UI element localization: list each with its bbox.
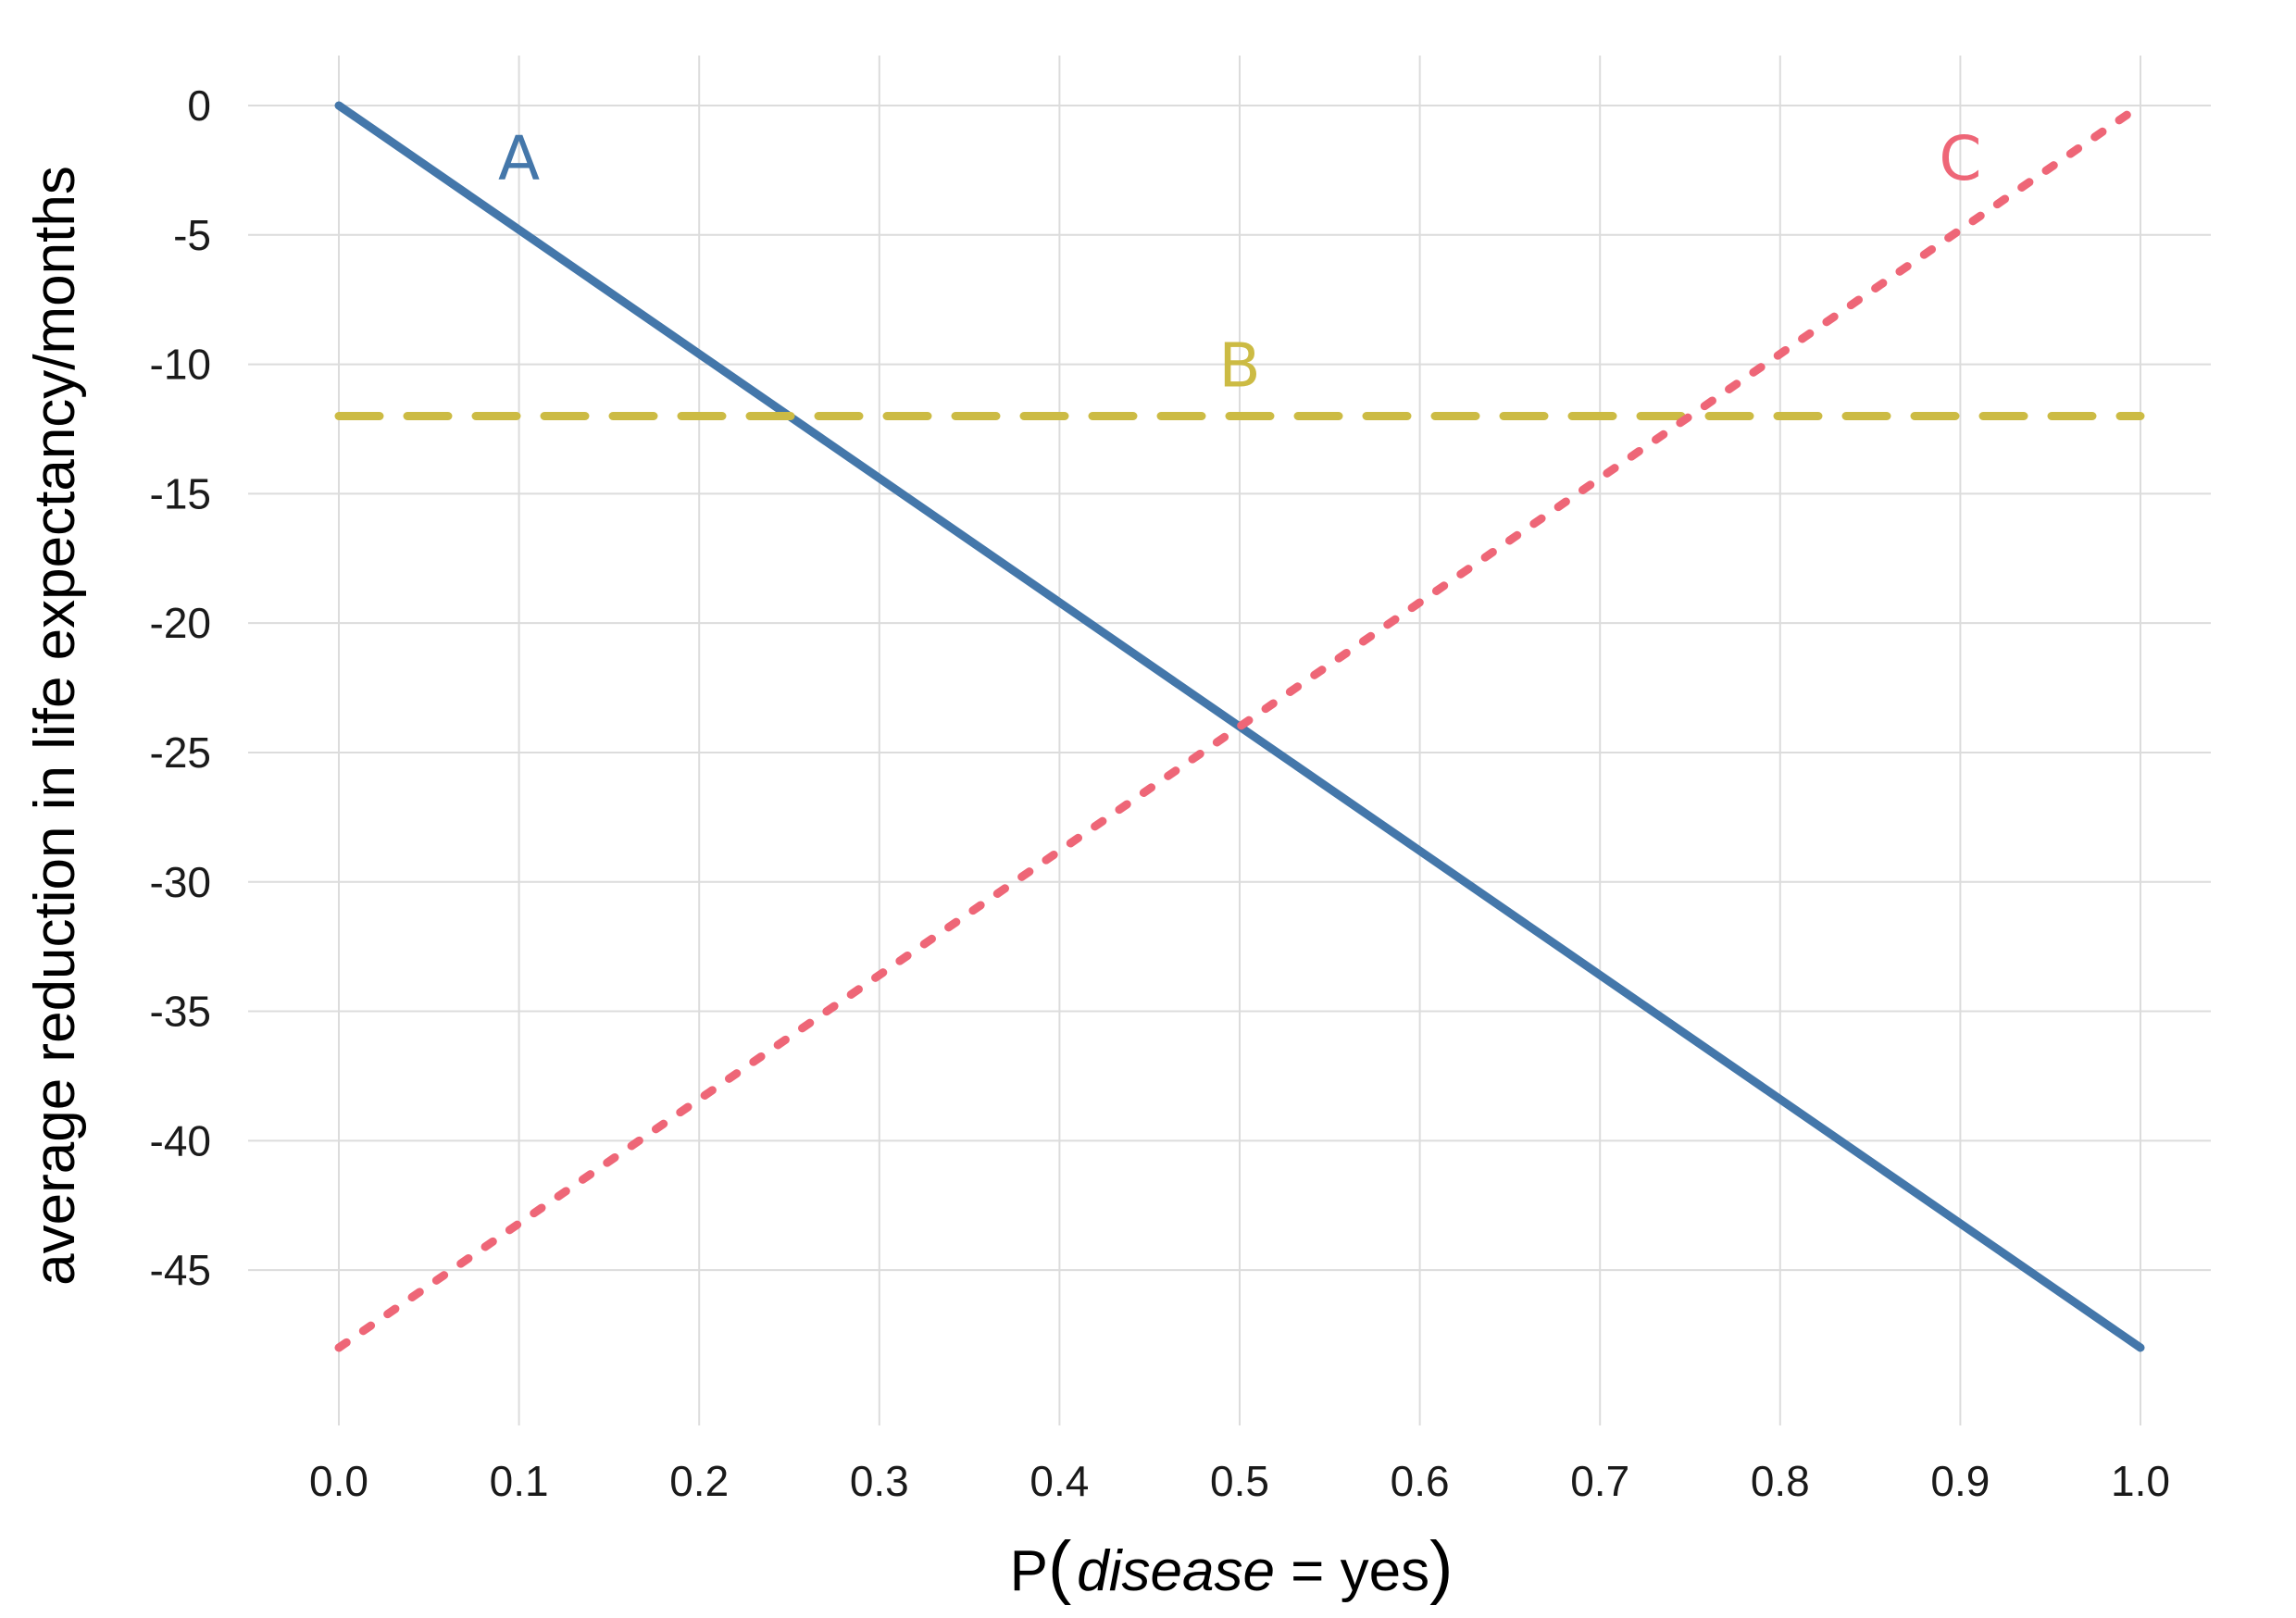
x-tick-label: 0.3 [850,1457,909,1505]
x-tick-label: 0.2 [669,1457,729,1505]
x-axis-title-prefix: P [1010,1539,1048,1603]
y-axis-title: average reduction in life expectancy/mon… [23,166,87,1286]
x-tick-label: 0.4 [1029,1457,1089,1505]
x-tick-label: 1.0 [2111,1457,2170,1505]
y-tick-label: -30 [150,858,211,906]
y-tick-label: -5 [173,211,211,259]
series-label-a: A [498,123,540,194]
x-tick-label: 0.0 [309,1457,368,1505]
series-lines [334,101,2145,1352]
y-tick-label: -20 [150,599,211,647]
y-tick-label: -10 [150,341,211,389]
series-line-c [334,101,2145,1352]
y-axis-ticks: 0 -5 -10 -15 -20 -25 -30 -35 -40 -45 [150,81,211,1294]
y-tick-label: 0 [187,81,211,130]
series-label-b: B [1218,330,1260,402]
x-axis-title-close-paren: ) [1429,1527,1453,1606]
y-tick-label: -25 [150,728,211,777]
x-tick-label: 0.8 [1751,1457,1810,1505]
x-axis-ticks: 0.0 0.1 0.2 0.3 0.4 0.5 0.6 0.7 0.8 0.9 1.0 [309,1457,2170,1505]
x-tick-label: 0.5 [1210,1457,1269,1505]
series-label-c: C [1939,123,1981,194]
y-tick-label: -15 [150,469,211,517]
y-tick-label: -40 [150,1116,211,1164]
series-labels: A B C [498,123,1981,402]
x-tick-label: 0.1 [490,1457,549,1505]
grid-lines [248,56,2211,1425]
y-tick-label: -35 [150,988,211,1036]
y-tick-label: -45 [150,1246,211,1294]
x-axis-title: P(disease = yes) [1010,1527,1454,1606]
x-axis-title-variable: disease [1077,1539,1275,1603]
x-tick-label: 0.6 [1391,1457,1450,1505]
x-axis-title-open-paren: ( [1048,1527,1071,1606]
x-axis-title-condition: = yes [1275,1539,1429,1603]
x-tick-label: 0.7 [1570,1457,1629,1505]
x-tick-label: 0.9 [1930,1457,1990,1505]
